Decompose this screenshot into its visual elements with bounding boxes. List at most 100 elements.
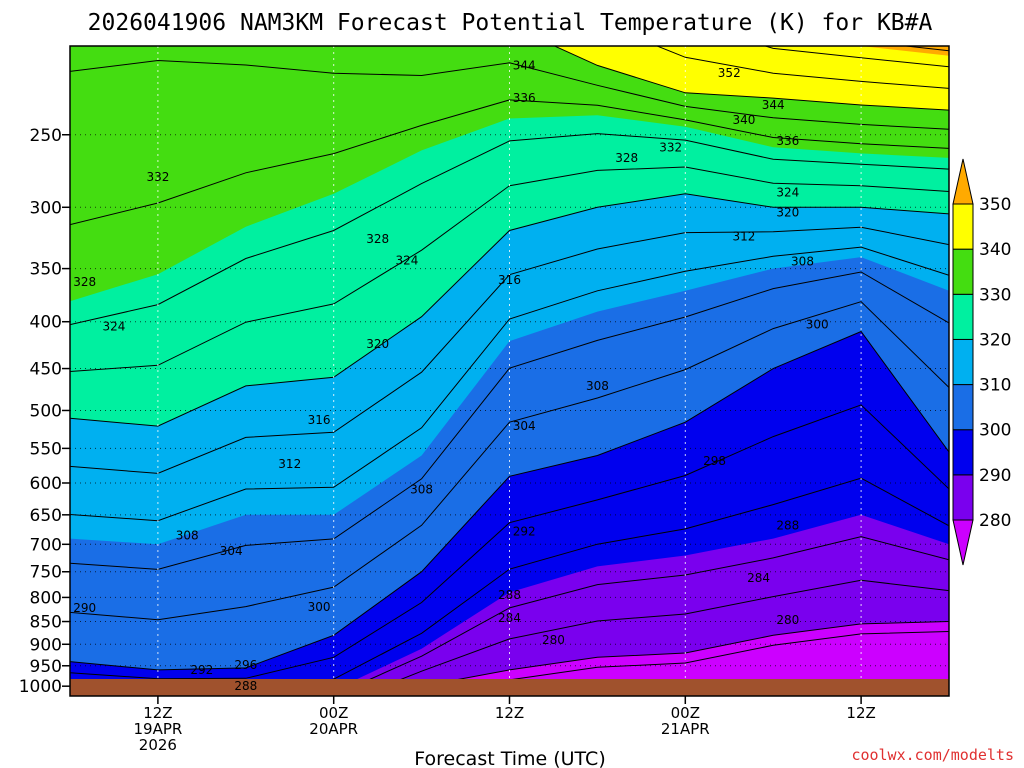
contour-label: 280 [542, 633, 565, 647]
contour-label: 336 [513, 91, 536, 105]
y-tick-label: 850 [30, 613, 62, 633]
chart-title: 2026041906 NAM3KM Forecast Potential Tem… [88, 10, 933, 36]
contour-label: 284 [747, 571, 770, 585]
x-tick-label: 12Z [495, 704, 524, 722]
contour-label: 320 [776, 206, 799, 220]
colorbar-tick-label: 280 [979, 511, 1011, 531]
colorbar-segment-330 [952, 248, 974, 295]
x-axis-label: Forecast Time (UTC) [414, 748, 605, 768]
x-tick-label: 12Z [143, 704, 172, 722]
contour-label: 324 [776, 185, 799, 199]
contour-label: 324 [102, 320, 125, 334]
contour-label: 292 [513, 525, 536, 539]
contour-label: 332 [146, 170, 169, 184]
contour-label: 308 [586, 379, 609, 393]
filled-contour-bands [70, 46, 949, 696]
colorbar-tick-label: 350 [979, 195, 1011, 215]
contour-label: 300 [806, 318, 829, 332]
y-tick-label: 800 [30, 588, 62, 608]
isentrope-348 [763, 46, 949, 68]
credit-text: coolwx.com/modelts [851, 746, 1014, 764]
contour-labels: 344 336 352 344 340 336 332 328 332 324 320 312 328 3… [73, 58, 828, 693]
colorbar-tick-label: 310 [979, 376, 1011, 396]
y-tick-label: 450 [30, 360, 62, 380]
isentrope-304 [70, 301, 949, 621]
contour-label: 352 [718, 66, 741, 80]
y-axis: 2503003504004505005506006507007508008509… [19, 126, 70, 697]
contour-label: 308 [791, 255, 814, 269]
colorbar-segment-max [952, 158, 974, 205]
y-tick-label: 900 [30, 635, 62, 655]
colorbar-segment-320 [952, 293, 974, 340]
isentrope-lines [70, 46, 949, 696]
contour-label: 328 [366, 232, 389, 246]
isentrope-288 [70, 536, 949, 696]
contour-label: 344 [762, 98, 785, 112]
contour-label: 312 [732, 230, 755, 244]
ground-surface [70, 679, 949, 696]
x-tick-label: 20APR [309, 720, 358, 738]
contour-label: 280 [776, 613, 799, 627]
contour-label: 300 [308, 600, 331, 614]
colorbar-tick-label: 300 [979, 421, 1011, 441]
contour-label: 284 [498, 611, 521, 625]
colorbar-segment-300 [952, 384, 974, 431]
contour-label: 328 [73, 275, 96, 289]
isentrope-340 [553, 46, 949, 111]
isentrope-332 [70, 99, 949, 226]
colorbar-segment-280 [952, 474, 974, 521]
y-tick-label: 750 [30, 563, 62, 583]
contour-label: 292 [190, 663, 213, 677]
plot-area: 344 336 352 344 340 336 332 328 332 324 320 312 328 3… [70, 46, 949, 696]
colorbar-segment-310 [952, 338, 974, 386]
contour-label: 340 [732, 113, 755, 127]
contour-label: 316 [308, 413, 331, 427]
y-tick-label: 400 [30, 313, 62, 333]
isentrope-320 [70, 193, 949, 427]
contour-label: 304 [513, 419, 536, 433]
colorbar-segment-290 [952, 429, 974, 476]
colorbar-tick-label: 320 [979, 330, 1011, 350]
contour-label: 320 [366, 337, 389, 351]
y-tick-label: 950 [30, 657, 62, 677]
isentrope-328 [70, 133, 949, 326]
contour-label: 290 [73, 601, 96, 615]
contour-label: 288 [234, 679, 257, 693]
contour-label: 288 [498, 588, 521, 602]
isentrope-308 [70, 271, 949, 570]
contour-label: 304 [220, 544, 243, 558]
isentrope-300 [70, 330, 949, 671]
colorbar-tick-label: 340 [979, 240, 1011, 260]
isentrope-344 [655, 46, 949, 89]
contour-label: 332 [659, 140, 682, 154]
isentrope-312 [70, 246, 949, 522]
isentrope-280 [391, 621, 949, 696]
y-tick-label: 350 [30, 260, 62, 280]
colorbar-segment-min [952, 519, 974, 566]
y-tick-label: 300 [30, 198, 62, 218]
x-tick-label: 2026 [139, 736, 177, 754]
contour-label: 296 [234, 658, 257, 672]
contour-label: 328 [615, 151, 638, 165]
contour-label: 344 [513, 58, 536, 72]
isentrope-284 [357, 579, 949, 696]
contour-label: 308 [176, 529, 199, 543]
colorbar-segment-340 [952, 203, 974, 250]
contour-label: 336 [776, 134, 799, 148]
y-tick-label: 550 [30, 439, 62, 459]
isentrope-336 [70, 59, 949, 130]
x-tick-label: 00Z [671, 704, 700, 722]
contour-label: 324 [395, 254, 418, 268]
x-tick-label: 00Z [319, 704, 348, 722]
y-tick-label: 700 [30, 535, 62, 555]
x-tick-label: 21APR [661, 720, 710, 738]
isentrope-296 [70, 404, 949, 680]
colorbar-tick-label: 330 [979, 285, 1011, 305]
colorbar-tick-label: 290 [979, 466, 1011, 486]
x-tick-label: 19APR [133, 720, 182, 738]
contour-label: 298 [703, 454, 726, 468]
colorbar: 280 290 300 310 320 330 340 350 [952, 158, 1011, 566]
y-tick-label: 600 [30, 474, 62, 494]
